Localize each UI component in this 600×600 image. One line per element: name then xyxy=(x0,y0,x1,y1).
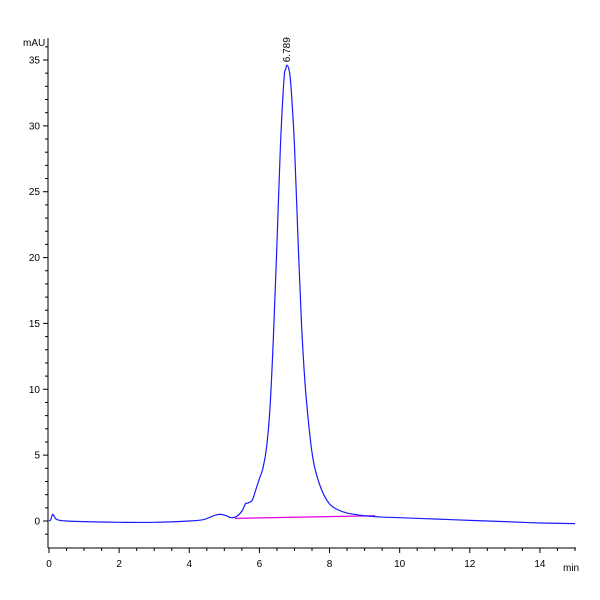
y-tick-label: 20 xyxy=(29,253,41,264)
y-tick-label: 30 xyxy=(29,121,41,132)
x-tick-label: 0 xyxy=(46,559,52,570)
x-tick-label: 14 xyxy=(534,559,546,570)
x-tick-label: 8 xyxy=(327,559,333,570)
y-tick-label: 35 xyxy=(29,56,41,67)
x-axis-label: min xyxy=(563,563,579,574)
x-tick-label: 4 xyxy=(186,559,192,570)
signal-trace xyxy=(48,64,576,525)
x-tick-label: 12 xyxy=(464,559,476,570)
y-axis-label: mAU xyxy=(23,38,45,49)
integration-baseline xyxy=(234,515,376,519)
y-tick-label: 0 xyxy=(34,517,40,528)
x-tick-label: 10 xyxy=(394,559,406,570)
y-tick-group: 0 5 10 15 20 25 30 35 xyxy=(29,46,48,535)
axes xyxy=(47,38,576,549)
y-tick-label: 10 xyxy=(29,385,41,396)
x-tick-group: 0 2 4 6 8 10 12 14 xyxy=(46,548,576,570)
y-tick-label: 5 xyxy=(34,451,40,462)
peak-retention-time-label: 6.789 xyxy=(282,37,293,62)
x-tick-label: 2 xyxy=(116,559,122,570)
y-tick-label: 25 xyxy=(29,187,41,198)
y-tick-label: 15 xyxy=(29,319,41,330)
x-tick-label: 6 xyxy=(257,559,263,570)
